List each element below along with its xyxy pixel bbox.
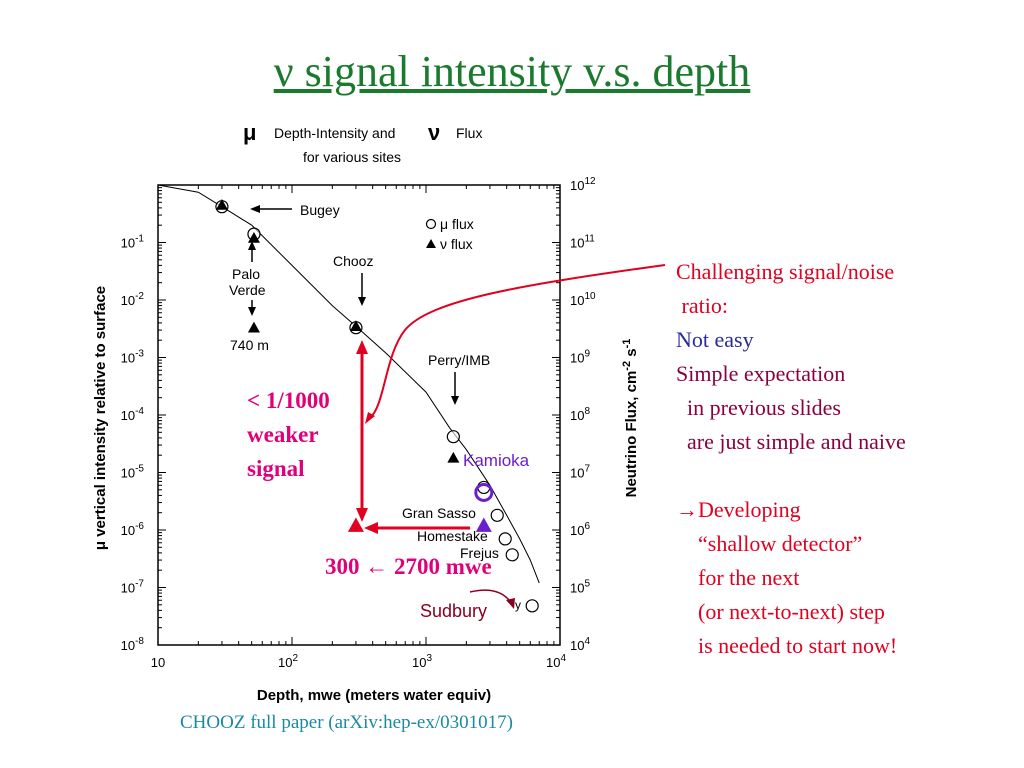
site-label-chooz: Chooz bbox=[333, 253, 373, 269]
note-line: ratio: bbox=[676, 293, 728, 318]
highlight-triangle bbox=[475, 517, 492, 532]
y-right-tick-label: 104 bbox=[570, 636, 590, 653]
y-right-tick-label: 109 bbox=[570, 349, 590, 366]
nu-flux-point bbox=[247, 231, 260, 243]
nu-flux-point bbox=[215, 198, 228, 210]
callout-line bbox=[369, 264, 666, 419]
mu-flux-point bbox=[446, 430, 460, 444]
kamioka-circle bbox=[474, 482, 494, 502]
note-line: is needed to start now! bbox=[676, 633, 898, 658]
depth-range-arrow: ← bbox=[365, 554, 389, 579]
y-left-tick-label: 10-3 bbox=[121, 349, 145, 366]
y-left-tick-label: 10-1 bbox=[121, 234, 145, 251]
legend-mu-marker bbox=[425, 218, 437, 230]
note-line: for the next bbox=[676, 565, 800, 590]
slide-title: ν signal intensity v.s. depth bbox=[273, 47, 751, 96]
site-label-740m: 740 m bbox=[230, 337, 269, 353]
y-right-tick-label: 1010 bbox=[570, 291, 596, 308]
nu-flux-point bbox=[447, 451, 460, 463]
x-tick-label: 104 bbox=[546, 653, 566, 670]
mu-flux-point bbox=[505, 548, 519, 562]
x-tick-label: 103 bbox=[412, 653, 432, 670]
note-line: in previous slides bbox=[676, 395, 841, 420]
y-right-tick-label: 108 bbox=[570, 406, 590, 423]
figure-header-line1: Depth-Intensity and bbox=[274, 125, 395, 141]
legend: μ flux ν flux bbox=[425, 216, 474, 252]
ratio-line-2: weaker bbox=[247, 422, 319, 447]
note-line: (or next-to-next) step bbox=[676, 599, 885, 624]
x-axis-label: Depth, mwe (meters water equiv) bbox=[257, 687, 491, 704]
x-tick-label: 102 bbox=[278, 653, 298, 670]
depth-range-annotation: 300 ← 2700 mwe bbox=[325, 550, 492, 584]
y-right-tick-label: 1011 bbox=[570, 234, 595, 251]
figure-header-nu: ν bbox=[428, 120, 440, 145]
nu-flux-point bbox=[349, 320, 362, 332]
ratio-line-1: < 1/1000 bbox=[247, 388, 330, 413]
ratio-line-3: signal bbox=[247, 456, 305, 481]
legend-mu-label: μ flux bbox=[440, 216, 474, 232]
site-label-perry-imb: Perry/IMB bbox=[428, 352, 490, 368]
y-left-tick-label: 10-2 bbox=[121, 291, 145, 308]
sudbury-label: Sudbury bbox=[420, 601, 487, 621]
y-left-tick-label: 10-6 bbox=[121, 521, 145, 538]
mu-flux-point bbox=[498, 532, 512, 546]
site-label-verde: Verde bbox=[229, 282, 266, 298]
y-right-tick-label: 1012 bbox=[570, 176, 596, 193]
site-label-bugey: Bugey bbox=[300, 202, 340, 218]
depth-range-end: 2700 mwe bbox=[394, 554, 492, 579]
note-line: are just simple and naive bbox=[676, 429, 906, 454]
notes-panel: Challenging signal/noise ratio: Not easy S… bbox=[676, 255, 906, 663]
y-right-tick-label: 106 bbox=[570, 521, 590, 538]
site-label-gran-sasso: Gran Sasso bbox=[402, 505, 476, 521]
source-caption: CHOOZ full paper (arXiv:hep-ex/0301017) bbox=[180, 712, 513, 733]
ratio-annotation: < 1/1000 weaker signal bbox=[247, 384, 330, 486]
legend-nu-label: ν flux bbox=[440, 236, 473, 252]
site-label-homestake: Homestake bbox=[417, 528, 488, 544]
site-label-frejus: Frejus bbox=[460, 545, 499, 561]
nu-flux-point bbox=[247, 321, 260, 333]
legend-nu-marker bbox=[426, 239, 436, 248]
mu-flux-point bbox=[525, 599, 539, 613]
mu-flux-point bbox=[490, 508, 504, 522]
y-left-axis-label: μ vertical intensity relative to surface bbox=[92, 286, 109, 550]
figure-header-mu: μ bbox=[243, 120, 256, 145]
y-right-axis-label: Neutrino Flux, cm-2 s-1 bbox=[621, 339, 640, 498]
note-line: “shallow detector” bbox=[676, 531, 863, 556]
kamioka-label: Kamioka bbox=[463, 451, 530, 470]
note-line: Challenging signal/noise bbox=[676, 259, 895, 284]
figure-header-line2: for various sites bbox=[303, 149, 401, 165]
y-left-tick-label: 10-5 bbox=[121, 464, 145, 481]
figure-header-line1b: Flux bbox=[456, 125, 482, 141]
y-right-tick-label: 105 bbox=[570, 579, 590, 596]
site-label-y: y bbox=[515, 598, 521, 612]
note-line: Not easy bbox=[676, 327, 754, 352]
depth-range-start: 300 bbox=[325, 554, 360, 579]
y-left-tick-label: 10-4 bbox=[121, 406, 145, 423]
note-line: →Developing bbox=[676, 497, 801, 522]
highlight-triangle bbox=[347, 517, 364, 532]
y-left-tick-label: 10-7 bbox=[121, 579, 145, 596]
y-right-tick-label: 107 bbox=[570, 464, 590, 481]
depth-intensity-curve bbox=[157, 184, 540, 584]
x-tick-label: 10 bbox=[151, 655, 165, 670]
y-left-tick-label: 10-8 bbox=[121, 636, 145, 653]
note-line: Simple expectation bbox=[676, 361, 846, 386]
note-line bbox=[676, 459, 906, 493]
site-label-palo: Palo bbox=[232, 266, 260, 282]
